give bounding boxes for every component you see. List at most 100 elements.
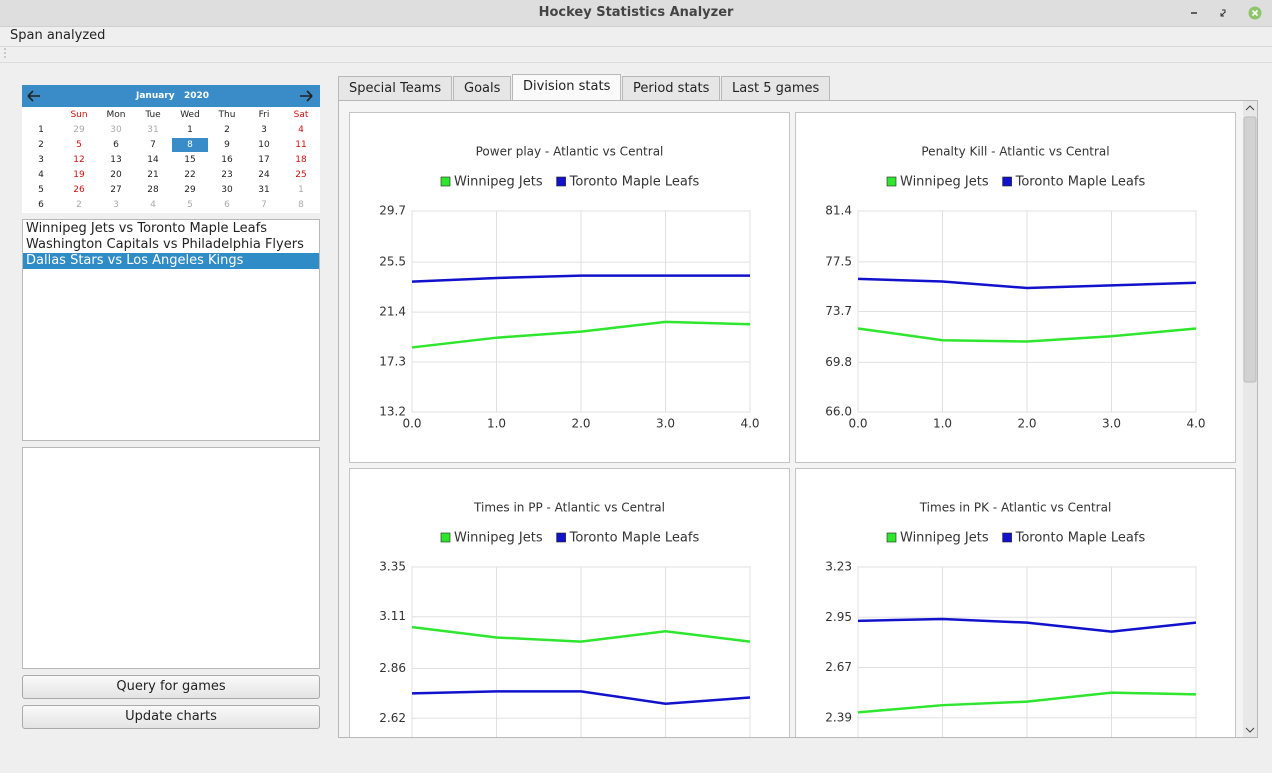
calendar-day[interactable]: 30 [110,125,122,135]
legend-swatch [886,176,897,187]
calendar-day[interactable]: 1 [298,185,304,195]
calendar-day[interactable]: 18 [295,155,307,165]
tab[interactable]: Last 5 games [721,76,831,100]
calendar-day[interactable]: 10 [258,140,270,150]
calendar-day[interactable]: 5 [187,200,193,210]
x-tick-label: 4.0 [1186,417,1205,431]
push-button[interactable]: Query for games [22,675,320,699]
calendar-day[interactable]: 6 [224,200,230,210]
selected-day[interactable]: 8 [172,138,208,152]
legend-label: Toronto Maple Leafs [569,175,700,190]
scrollbar[interactable] [1243,101,1257,737]
y-tick-label: 2.86 [379,661,406,675]
legend-swatch [556,176,566,187]
calendar-day[interactable]: 5 [76,140,82,150]
y-tick-label: 25.5 [379,255,406,269]
y-tick-label: 73.7 [825,304,852,318]
legend-label: Winnipeg Jets [454,175,543,190]
calendar-day[interactable]: 17 [258,155,270,165]
chart: Times in PK - Atlantic vs Central Winnipe… [795,468,1236,737]
calendar-day[interactable]: 4 [150,200,156,210]
weekday-label: Mon [106,110,126,120]
week-number: 6 [38,200,44,210]
calendar-day[interactable]: 31 [147,125,159,135]
calendar-day[interactable]: 29 [73,125,85,135]
calendar-day[interactable]: 30 [221,185,233,195]
calendar-day[interactable]: 14 [147,155,159,165]
menu-item[interactable]: Span analyzed [10,28,106,43]
prev-month-button[interactable] [27,90,40,102]
game-item[interactable]: Dallas Stars vs Los Angeles Kings [23,253,319,269]
game-item[interactable]: Washington Capitals vs Philadelphia Flye… [26,237,304,252]
calendar-day[interactable]: 2 [76,200,82,210]
push-button[interactable]: Update charts [22,705,320,729]
tab[interactable]: Division stats [512,74,622,101]
calendar-day[interactable]: 13 [110,155,122,165]
week-number: 3 [38,155,44,165]
series-line [857,617,1197,633]
calendar-month[interactable]: January [136,91,175,101]
y-tick-label: 21.4 [379,305,406,319]
calendar-day[interactable]: 23 [221,170,233,180]
x-tick-label: 0.0 [402,417,421,431]
weekday-label: Tue [145,110,161,120]
tab[interactable]: Period stats [622,76,721,100]
calendar-day[interactable]: 6 [113,140,119,150]
calendar-day[interactable]: 12 [73,155,85,165]
chart-title: Penalty Kill - Atlantic vs Central [921,145,1109,159]
calendar-day[interactable]: 16 [221,155,233,165]
calendar-day[interactable]: 1 [187,125,193,135]
calendar-day[interactable]: 28 [147,185,159,195]
calendar-day[interactable]: 3 [261,125,267,135]
legend-swatch [886,532,897,543]
legend-label: Winnipeg Jets [900,531,989,546]
calendar-day[interactable]: 26 [73,185,85,195]
y-tick-label: 66.0 [825,405,852,419]
weekday-label: Sat [293,110,309,120]
calendar-day[interactable]: 20 [110,170,122,180]
series-line [411,274,750,283]
calendar-day[interactable]: 19 [73,170,85,180]
y-tick-label: 13.2 [379,405,406,419]
calendar-day[interactable]: 25 [295,170,307,180]
week-number: 1 [38,125,44,135]
chart: Power play - Atlantic vs Central Winnipeg… [349,112,790,463]
calendar-day[interactable]: 31 [258,185,270,195]
y-tick-label: 81.4 [825,204,852,218]
calendar-day[interactable]: 3 [113,200,119,210]
calendar-day[interactable]: 29 [184,185,196,195]
game-item[interactable]: Winnipeg Jets vs Toronto Maple Leafs [26,221,267,236]
calendar-day[interactable]: 7 [150,140,156,150]
weekday-label: Wed [180,110,200,120]
y-tick-label: 2.62 [379,711,406,725]
week-number: 4 [38,170,44,180]
legend-swatch [440,176,451,187]
calendar-day[interactable]: 8 [298,200,304,210]
calendar-day[interactable]: 21 [147,170,159,180]
calendar-day[interactable]: 24 [258,170,270,180]
next-month-button[interactable] [300,90,313,102]
calendar-day[interactable]: 11 [295,140,307,150]
chart-area: Power play - Atlantic vs Central Winnipeg… [339,101,1243,737]
tab[interactable]: Special Teams [338,76,453,100]
calendar-day[interactable]: 7 [261,200,267,210]
chart-svg: Times in PK - Atlantic vs Central Winnipe… [825,501,1197,737]
chart-svg: Times in PP - Atlantic vs Central Winnipe… [379,501,751,737]
scrollbar-thumb[interactable] [1243,116,1257,383]
maximize-button[interactable] [1220,9,1226,17]
calendar-day[interactable]: 4 [298,125,304,135]
y-tick-label: 2.67 [825,660,852,674]
calendar-header [22,85,320,107]
legend-label: Winnipeg Jets [454,531,543,546]
tab[interactable]: Goals [453,76,512,100]
y-tick-label: 2.39 [825,710,852,724]
calendar-day[interactable]: 2 [224,125,230,135]
weekday-label: Fri [258,110,270,120]
details-box [22,447,320,669]
calendar-day[interactable]: 15 [184,155,196,165]
legend-swatch [1002,532,1012,543]
calendar-day[interactable]: 9 [224,140,230,150]
calendar-day[interactable]: 27 [110,185,122,195]
calendar-day[interactable]: 22 [184,170,196,180]
calendar-year[interactable]: 2020 [184,91,210,101]
